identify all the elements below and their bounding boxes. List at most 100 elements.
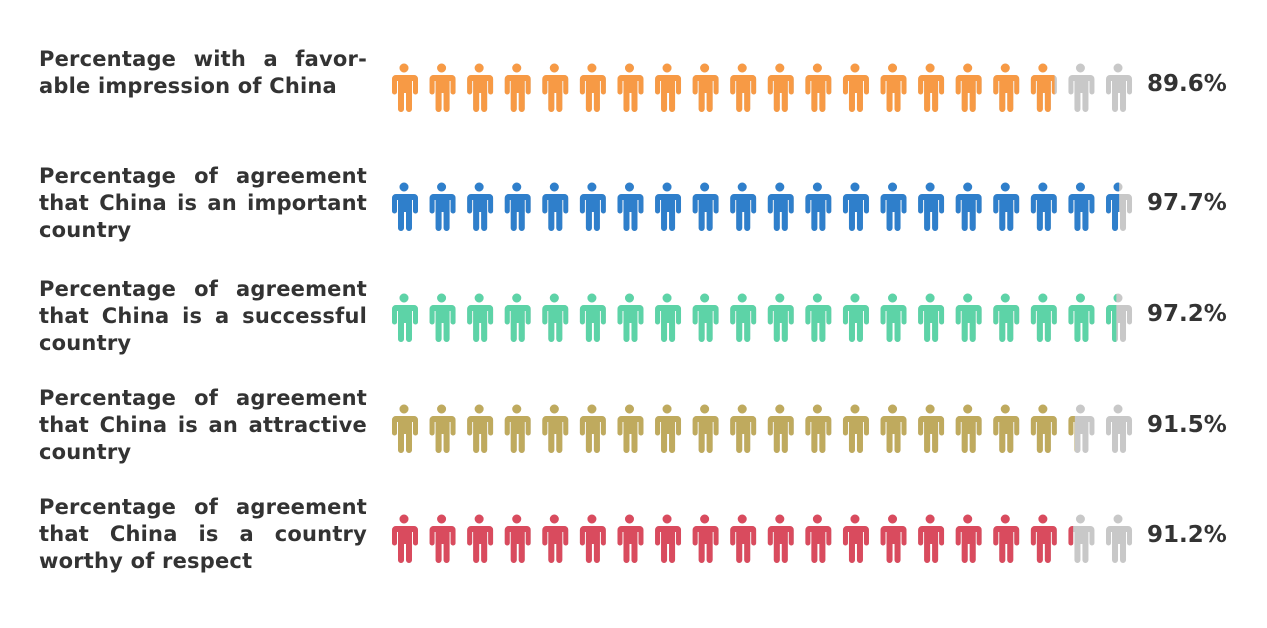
person-icon-filled bbox=[1030, 182, 1057, 231]
person-icon bbox=[579, 514, 606, 563]
person-icon-filled bbox=[504, 182, 531, 231]
person-icon-filled bbox=[504, 514, 531, 563]
person-icon bbox=[579, 404, 606, 453]
icon-row bbox=[392, 293, 1133, 342]
person-icon-filled bbox=[655, 63, 682, 112]
person-icon bbox=[842, 293, 869, 342]
person-icon-filled bbox=[467, 293, 494, 342]
person-icon-filled bbox=[993, 293, 1020, 342]
person-icon-filled bbox=[655, 514, 682, 563]
person-icon bbox=[392, 514, 418, 563]
person-icon bbox=[467, 293, 494, 342]
person-icon bbox=[993, 63, 1020, 112]
person-icon bbox=[542, 182, 569, 231]
person-icon bbox=[730, 293, 757, 342]
person-icon-filled bbox=[1030, 293, 1057, 342]
person-icon bbox=[542, 63, 569, 112]
person-icon-filled bbox=[429, 404, 456, 453]
person-icon-filled bbox=[692, 63, 719, 112]
person-icon bbox=[429, 293, 456, 342]
person-icon bbox=[842, 514, 869, 563]
person-icon-filled bbox=[880, 404, 907, 453]
person-icon bbox=[880, 182, 907, 231]
person-icon bbox=[880, 404, 907, 453]
person-icon bbox=[767, 514, 794, 563]
person-icon bbox=[429, 63, 456, 112]
person-icon bbox=[429, 514, 456, 563]
person-icon-filled bbox=[918, 293, 945, 342]
person-icon-filled bbox=[993, 514, 1020, 563]
person-icon bbox=[918, 404, 945, 453]
person-icon-filled bbox=[955, 182, 982, 231]
person-icon-filled bbox=[1106, 293, 1117, 342]
person-icon-filled bbox=[993, 404, 1020, 453]
person-icon-filled bbox=[880, 63, 907, 112]
person-icon bbox=[392, 63, 418, 112]
person-icon-filled bbox=[842, 404, 869, 453]
person-icon bbox=[392, 293, 418, 342]
person-icon-empty bbox=[1106, 63, 1133, 112]
person-icon bbox=[504, 514, 531, 563]
person-icon-filled bbox=[767, 182, 794, 231]
person-icon bbox=[467, 182, 494, 231]
person-icon bbox=[805, 182, 832, 231]
person-icon-filled bbox=[467, 514, 494, 563]
person-icon-filled bbox=[730, 404, 757, 453]
person-icon bbox=[993, 404, 1020, 453]
person-icon-filled bbox=[655, 182, 682, 231]
person-icon-filled bbox=[542, 182, 569, 231]
person-icon bbox=[617, 404, 644, 453]
person-icon-filled bbox=[880, 514, 907, 563]
person-icon bbox=[542, 514, 569, 563]
person-icon bbox=[692, 514, 719, 563]
person-icon bbox=[655, 404, 682, 453]
person-icon-filled bbox=[842, 514, 869, 563]
person-icon bbox=[692, 404, 719, 453]
value-label: 89.6% bbox=[1147, 71, 1227, 97]
person-icon-filled bbox=[692, 404, 719, 453]
person-icon bbox=[1030, 404, 1057, 453]
person-icon-filled bbox=[579, 63, 606, 112]
person-icon bbox=[655, 63, 682, 112]
person-icon bbox=[767, 63, 794, 112]
person-icon-filled bbox=[542, 293, 569, 342]
person-icon-filled bbox=[1030, 63, 1055, 112]
person-icon-filled bbox=[842, 182, 869, 231]
person-icon-filled bbox=[467, 182, 494, 231]
person-icon bbox=[1106, 182, 1133, 231]
person-icon-filled bbox=[805, 404, 832, 453]
person-icon-filled bbox=[880, 182, 907, 231]
person-icon-filled bbox=[655, 293, 682, 342]
value-label: 97.2% bbox=[1147, 301, 1227, 327]
person-icon-filled bbox=[1068, 526, 1074, 546]
person-icon bbox=[918, 182, 945, 231]
person-icon bbox=[692, 63, 719, 112]
icon-row bbox=[392, 514, 1133, 563]
person-icon-filled bbox=[392, 404, 418, 453]
icon-row bbox=[392, 182, 1133, 231]
person-icon-empty bbox=[1106, 404, 1133, 453]
person-icon-filled bbox=[617, 514, 644, 563]
person-icon-filled bbox=[429, 293, 456, 342]
value-label: 97.7% bbox=[1147, 190, 1227, 216]
person-icon bbox=[392, 404, 418, 453]
person-icon-empty bbox=[1068, 63, 1095, 112]
person-icon bbox=[429, 404, 456, 453]
person-icon bbox=[730, 404, 757, 453]
person-icon-filled bbox=[767, 293, 794, 342]
person-icon-filled bbox=[392, 182, 418, 231]
person-icon-filled bbox=[655, 404, 682, 453]
person-icon bbox=[955, 514, 982, 563]
person-icon-filled bbox=[542, 404, 569, 453]
person-icon-filled bbox=[730, 63, 757, 112]
person-icon bbox=[1106, 63, 1133, 112]
person-icon-filled bbox=[692, 293, 719, 342]
person-icon bbox=[730, 514, 757, 563]
person-icon bbox=[1030, 514, 1057, 563]
icon-row bbox=[392, 63, 1133, 112]
person-icon-empty bbox=[1068, 514, 1095, 563]
person-icon bbox=[504, 63, 531, 112]
person-icon bbox=[617, 514, 644, 563]
row-label: Percentage of agreement that China is a … bbox=[39, 277, 367, 355]
person-icon-filled bbox=[955, 293, 982, 342]
